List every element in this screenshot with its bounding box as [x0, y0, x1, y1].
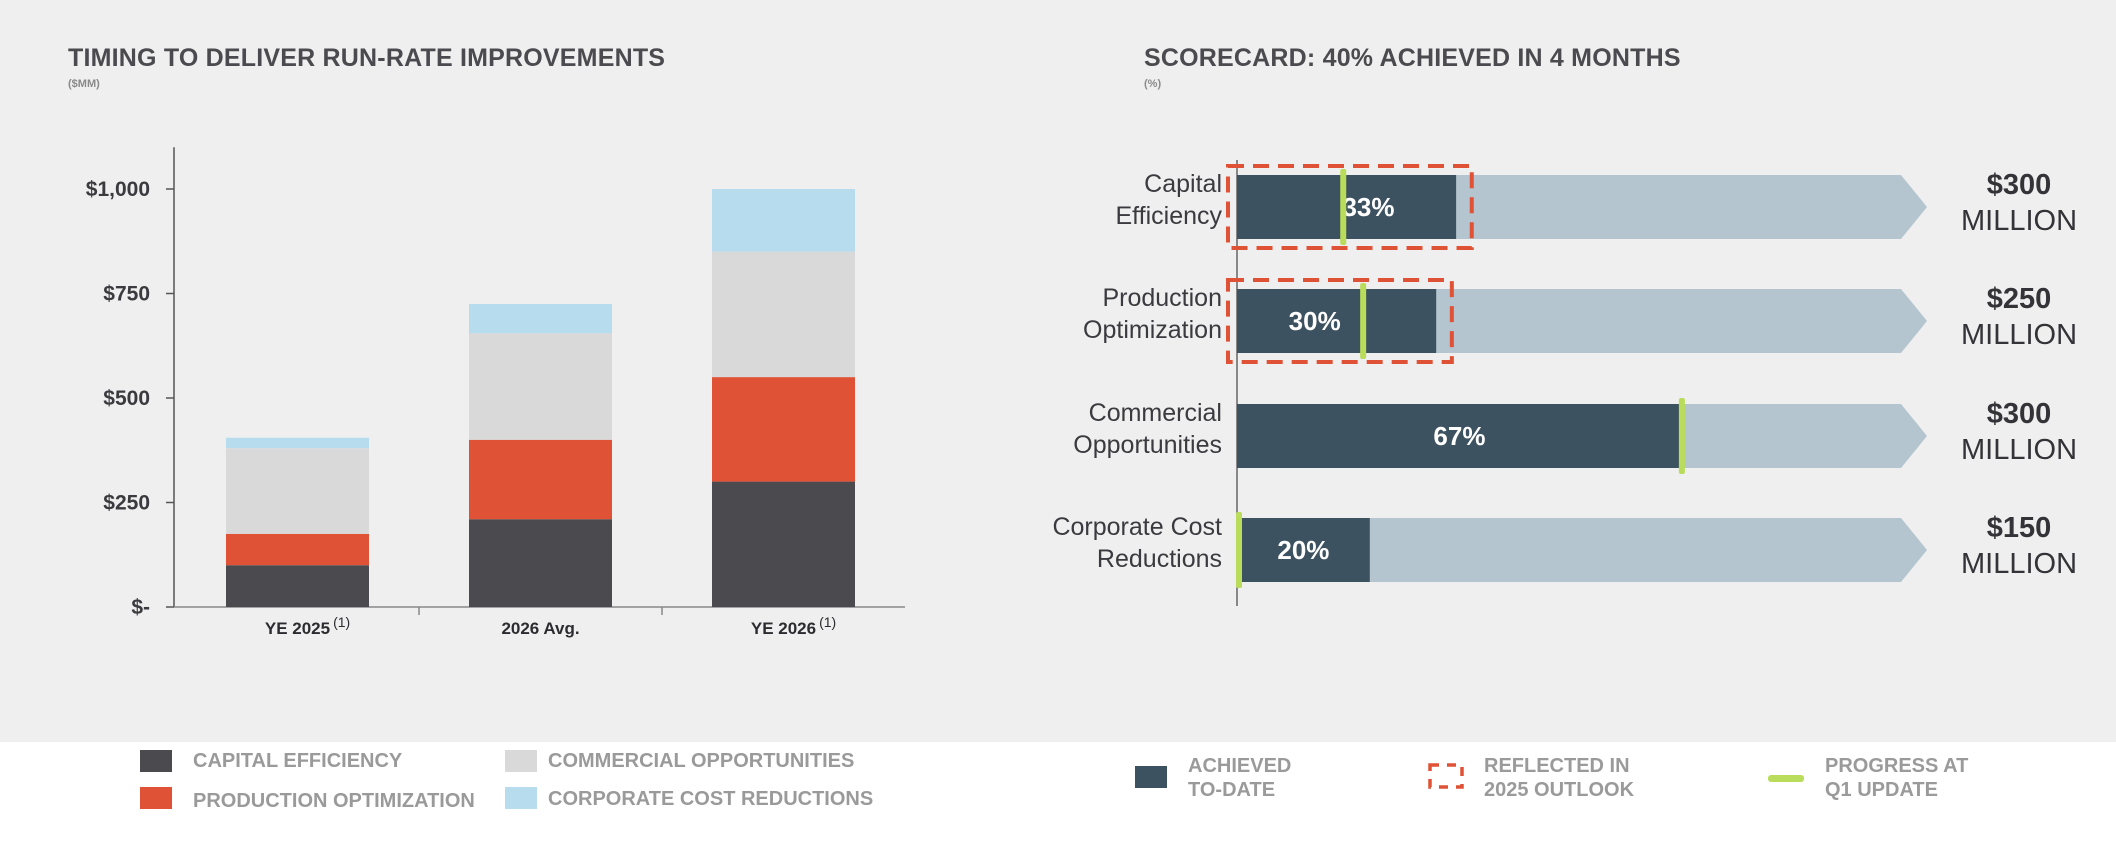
scorecard-achieved-capital-efficiency	[1237, 175, 1457, 239]
bar-ye-2025-production-optimization	[226, 533, 369, 566]
scorecard-target-unit-commercial-opportunities: MILLION	[1961, 434, 2077, 466]
scorecard-target-amount-capital-efficiency: $300	[1987, 169, 2052, 201]
scorecard-target-amount-commercial-opportunities: $300	[1987, 398, 2052, 430]
bar-ye-2026-commercial-opportunities	[712, 251, 855, 378]
y-tick-label-500: $500	[103, 387, 150, 410]
scorecard-category-capital-efficiency-line2: Efficiency	[1115, 202, 1222, 230]
bar-ye-2026-corporate-cost-reductions	[712, 189, 855, 252]
scorecard-progress-marker-corporate-cost-reductions	[1236, 512, 1242, 588]
legend-label-production-optimization: PRODUCTION OPTIMIZATION	[193, 790, 475, 812]
y-tick-label-1000: $1,000	[86, 178, 150, 201]
legend-swatch-progress-line	[1768, 775, 1804, 782]
bar-ye-2025-corporate-cost-reductions	[226, 437, 369, 449]
legend-swatch-production-optimization	[140, 787, 172, 809]
scorecard-percent-commercial-opportunities: 67%	[1433, 421, 1485, 451]
bar-2026-avg-commercial-opportunities	[469, 333, 612, 440]
bar-ye-2025-commercial-opportunities	[226, 448, 369, 534]
legend-swatch-capital-efficiency	[140, 750, 172, 772]
scorecard-achieved-corporate-cost-reductions	[1237, 518, 1370, 582]
right-chart-title: SCORECARD: 40% ACHIEVED IN 4 MONTHS	[1144, 44, 1681, 72]
legend-label-achieved-line2: TO-DATE	[1188, 779, 1276, 801]
bar-2026-avg-production-optimization	[469, 439, 612, 520]
scorecard-achieved-commercial-opportunities	[1237, 404, 1682, 468]
scorecard-reflected-outline-production-optimization	[1226, 278, 1454, 364]
scorecard-progress-marker-capital-efficiency	[1340, 169, 1347, 245]
x-tick-label-ye-2025: YE 2025	[265, 619, 330, 638]
scorecard-remaining-corporate-cost-reductions	[1237, 518, 1927, 582]
scorecard-category-commercial-opportunities-line1: Commercial	[1089, 399, 1222, 427]
y-tick-label-750: $750	[103, 283, 150, 306]
bar-2026-avg-capital-efficiency	[469, 519, 612, 607]
scorecard-percent-production-optimization: 30%	[1289, 306, 1341, 336]
bar-ye-2026-production-optimization	[712, 377, 855, 482]
scorecard-target-unit-production-optimization: MILLION	[1961, 319, 2077, 351]
left-chart-title: TIMING TO DELIVER RUN-RATE IMPROVEMENTS	[68, 44, 666, 72]
right-chart-subtitle: (%)	[1144, 78, 1162, 90]
scorecard-category-capital-efficiency-line1: Capital	[1144, 170, 1222, 198]
scorecard-category-production-optimization-line1: Production	[1102, 284, 1222, 312]
scorecard-reflected-outline-capital-efficiency	[1226, 164, 1474, 250]
bar-2026-avg-corporate-cost-reductions	[469, 303, 612, 334]
legend-background	[0, 742, 2116, 864]
legend-label-reflected-line2: 2025 OUTLOOK	[1484, 779, 1635, 801]
left-chart-subtitle: ($MM)	[68, 78, 100, 90]
scorecard-percent-capital-efficiency: 33%	[1342, 192, 1394, 222]
scorecard-percent-corporate-cost-reductions: 20%	[1277, 535, 1329, 565]
legend-label-achieved-line1: ACHIEVED	[1188, 755, 1292, 777]
legend-label-progress-line1: PROGRESS AT	[1825, 755, 1969, 777]
x-tick-footnote-ye-2025: (1)	[333, 614, 350, 630]
scorecard-progress-marker-production-optimization	[1360, 283, 1367, 359]
bar-ye-2025-capital-efficiency	[226, 565, 369, 607]
legend-swatch-reflected-dashed	[1428, 763, 1464, 789]
scorecard-category-production-optimization-line2: Optimization	[1083, 316, 1222, 344]
scorecard-achieved-production-optimization	[1237, 289, 1437, 353]
x-tick-footnote-ye-2026: (1)	[819, 614, 836, 630]
scorecard-progress-marker-commercial-opportunities	[1678, 398, 1685, 474]
bar-ye-2026-capital-efficiency	[712, 481, 855, 607]
scorecard-category-corporate-cost-reductions-line2: Reductions	[1097, 545, 1222, 573]
legend-reflected-dashed-box	[1428, 763, 1464, 789]
scorecard-category-commercial-opportunities-line2: Opportunities	[1073, 431, 1222, 459]
scorecard-category-corporate-cost-reductions-line1: Corporate Cost	[1052, 513, 1222, 541]
legend-label-progress-line2: Q1 UPDATE	[1825, 779, 1938, 801]
legend-label-reflected-line1: REFLECTED IN	[1484, 755, 1630, 777]
chart-background	[0, 0, 2116, 742]
y-tick-label-250: $250	[103, 492, 150, 515]
legend-label-capital-efficiency: CAPITAL EFFICIENCY	[193, 750, 403, 772]
scorecard-target-amount-corporate-cost-reductions: $150	[1987, 512, 2052, 544]
y-tick-label-0: $-	[131, 596, 150, 619]
legend-label-commercial-opportunities: COMMERCIAL OPPORTUNITIES	[548, 750, 855, 772]
scorecard-target-unit-corporate-cost-reductions: MILLION	[1961, 548, 2077, 580]
legend-swatch-corporate-cost-reductions	[505, 787, 537, 809]
legend-swatch-achieved	[1135, 766, 1167, 788]
scorecard-target-unit-capital-efficiency: MILLION	[1961, 205, 2077, 237]
x-tick-label-2026-avg: 2026 Avg.	[501, 619, 579, 638]
legend-swatch-commercial-opportunities	[505, 750, 537, 772]
x-tick-label-ye-2026: YE 2026	[751, 619, 816, 638]
scorecard-target-amount-production-optimization: $250	[1987, 283, 2052, 315]
legend-label-corporate-cost-reductions: CORPORATE COST REDUCTIONS	[548, 788, 874, 810]
